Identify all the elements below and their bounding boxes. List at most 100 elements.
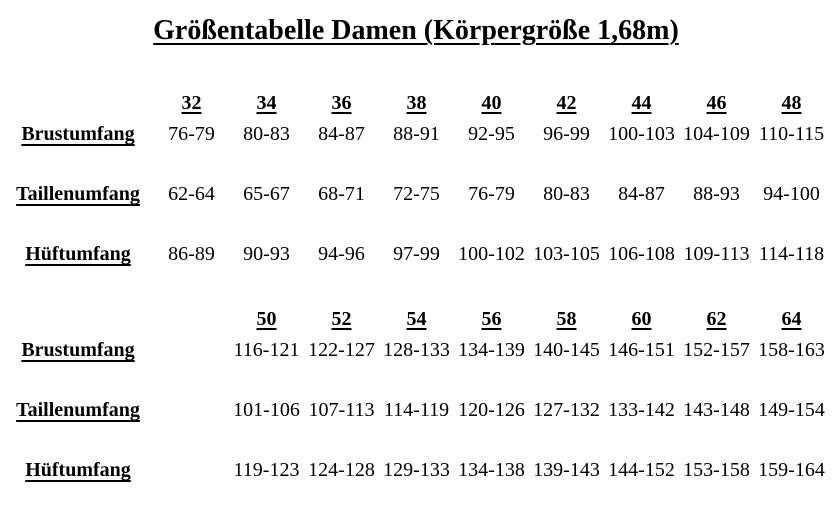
measurement-value: 80-83 — [243, 123, 290, 145]
measurement-value: 76-79 — [468, 183, 515, 205]
size-header-label: 42 — [556, 91, 577, 114]
measurement-value: 72-75 — [393, 183, 440, 205]
size-header: 32 — [154, 85, 229, 121]
measurement-value: 159-164 — [758, 459, 825, 481]
measurement-value: 119-123 — [233, 459, 300, 481]
measurement-value: 96-99 — [543, 123, 590, 145]
measurement-value: 153-158 — [683, 459, 750, 481]
size-header: 46 — [679, 85, 754, 121]
measurement-value: 100-103 — [608, 123, 675, 145]
measurement-value: 86-89 — [168, 243, 215, 265]
measurement-value: 144-152 — [608, 459, 675, 481]
table-row-waist-1: Taillenumfang 62-64 65-67 68-71 72-75 76… — [2, 181, 829, 241]
measurement-value: 128-133 — [383, 339, 450, 361]
measurement-value: 68-71 — [318, 183, 365, 205]
measurement-value: 134-138 — [458, 459, 525, 481]
size-header-label: 60 — [631, 307, 652, 330]
size-header: 36 — [304, 85, 379, 121]
row-label-hip: Hüftumfang — [25, 243, 131, 265]
corner-cell — [2, 85, 154, 121]
size-header: 34 — [229, 85, 304, 121]
table-row-hip-2: Hüftumfang 119-123 124-128 129-133 134-1… — [2, 457, 829, 517]
measurement-value: 143-148 — [683, 399, 750, 421]
measurement-value: 62-64 — [168, 183, 215, 205]
size-header-label: 64 — [781, 307, 802, 330]
measurement-value: 80-83 — [543, 183, 590, 205]
size-header-label: 38 — [406, 91, 427, 114]
size-header-label: 40 — [481, 91, 502, 114]
row-label-hip: Hüftumfang — [25, 459, 131, 481]
measurement-value: 114-118 — [758, 243, 825, 265]
size-header-label: 32 — [181, 91, 202, 114]
measurement-value: 107-113 — [308, 399, 375, 421]
size-header-label: 34 — [256, 91, 277, 114]
measurement-value: 120-126 — [458, 399, 525, 421]
row-label-bust: Brustumfang — [21, 339, 135, 361]
measurement-value: 133-142 — [608, 399, 675, 421]
measurement-value: 134-139 — [458, 339, 525, 361]
measurement-value: 90-93 — [243, 243, 290, 265]
measurement-value: 84-87 — [618, 183, 665, 205]
measurement-value: 158-163 — [758, 339, 825, 361]
measurement-value: 149-154 — [758, 399, 825, 421]
measurement-value: 146-151 — [608, 339, 675, 361]
measurement-value: 152-157 — [683, 339, 750, 361]
size-header: 52 — [304, 301, 379, 337]
measurement-value: 116-121 — [233, 339, 300, 361]
table-row-bust-1: Brustumfang 76-79 80-83 84-87 88-91 92-9… — [2, 121, 829, 181]
size-header-label: 58 — [556, 307, 577, 330]
measurement-value: 88-93 — [693, 183, 740, 205]
row-label-waist: Taillenumfang — [16, 399, 140, 421]
size-header: 64 — [754, 301, 829, 337]
size-header: 48 — [754, 85, 829, 121]
measurement-value: 97-99 — [393, 243, 440, 265]
measurement-value: 106-108 — [608, 243, 675, 265]
size-header-row-2: 50 52 54 56 58 60 62 64 — [2, 301, 829, 337]
page-title: Größentabelle Damen (Körpergröße 1,68m) — [153, 15, 679, 46]
size-header: 50 — [229, 301, 304, 337]
measurement-value: 65-67 — [243, 183, 290, 205]
size-header: 42 — [529, 85, 604, 121]
measurement-value: 76-79 — [168, 123, 215, 145]
measurement-value: 94-100 — [763, 183, 820, 205]
measurement-value: 139-143 — [533, 459, 600, 481]
size-header-label: 52 — [331, 307, 352, 330]
size-header-label: 50 — [256, 307, 277, 330]
size-header: 60 — [604, 301, 679, 337]
measurement-value: 140-145 — [533, 339, 600, 361]
measurement-value: 129-133 — [383, 459, 450, 481]
size-header: 54 — [379, 301, 454, 337]
row-label-waist: Taillenumfang — [16, 183, 140, 205]
measurement-value: 104-109 — [683, 123, 750, 145]
size-header: 40 — [454, 85, 529, 121]
measurement-value: 92-95 — [468, 123, 515, 145]
empty-cell — [154, 457, 229, 517]
title-block: Größentabelle Damen (Körpergröße 1,68m) — [0, 0, 832, 85]
size-header: 56 — [454, 301, 529, 337]
size-header-row-1: 32 34 36 38 40 42 44 46 48 — [2, 85, 829, 121]
corner-cell — [2, 301, 154, 337]
measurement-value: 109-113 — [683, 243, 750, 265]
table-row-waist-2: Taillenumfang 101-106 107-113 114-119 12… — [2, 397, 829, 457]
size-header: 38 — [379, 85, 454, 121]
size-header-label: 62 — [706, 307, 727, 330]
measurement-value: 88-91 — [393, 123, 440, 145]
table-row-bust-2: Brustumfang 116-121 122-127 128-133 134-… — [2, 337, 829, 397]
empty-cell — [154, 337, 229, 397]
size-header-label: 54 — [406, 307, 427, 330]
size-table: 32 34 36 38 40 42 44 46 48 Brustumfang 7… — [2, 85, 829, 517]
empty-cell — [154, 301, 229, 337]
measurement-value: 110-115 — [758, 123, 825, 145]
size-header: 58 — [529, 301, 604, 337]
measurement-value: 122-127 — [308, 339, 375, 361]
measurement-value: 114-119 — [383, 399, 450, 421]
measurement-value: 84-87 — [318, 123, 365, 145]
measurement-value: 124-128 — [308, 459, 375, 481]
size-header-label: 46 — [706, 91, 727, 114]
measurement-value: 101-106 — [233, 399, 300, 421]
size-header-label: 56 — [481, 307, 502, 330]
size-header: 44 — [604, 85, 679, 121]
size-header: 62 — [679, 301, 754, 337]
empty-cell — [154, 397, 229, 457]
